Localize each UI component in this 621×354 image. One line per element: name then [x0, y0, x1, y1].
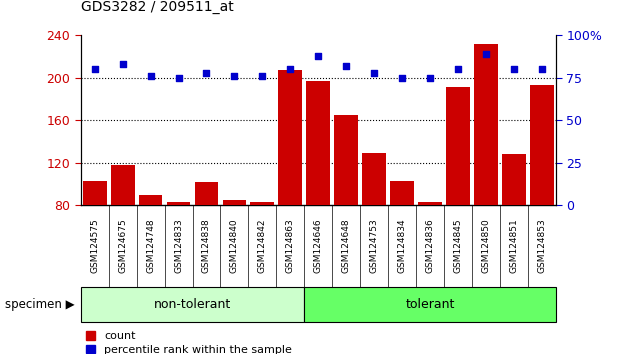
Text: GSM124853: GSM124853 — [537, 219, 546, 273]
Bar — [83, 181, 107, 290]
Point — [509, 67, 519, 72]
Text: GSM124834: GSM124834 — [397, 219, 407, 273]
Bar — [446, 87, 470, 290]
Bar — [250, 202, 274, 290]
Bar — [306, 81, 330, 290]
Bar — [111, 165, 135, 290]
Text: GSM124575: GSM124575 — [90, 219, 99, 273]
Text: GSM124838: GSM124838 — [202, 219, 211, 273]
Bar — [222, 200, 247, 290]
Point — [537, 67, 546, 72]
Bar — [334, 115, 358, 290]
Point — [145, 73, 155, 79]
Point — [230, 73, 240, 79]
Text: GSM124833: GSM124833 — [174, 219, 183, 273]
Text: GSM124648: GSM124648 — [342, 219, 351, 273]
Bar — [390, 181, 414, 290]
Bar — [362, 153, 386, 290]
Point — [342, 63, 351, 69]
Text: non-tolerant: non-tolerant — [154, 298, 231, 311]
Bar — [166, 202, 191, 290]
Bar — [502, 154, 526, 290]
Text: specimen ▶: specimen ▶ — [5, 298, 75, 311]
Bar — [418, 202, 442, 290]
Text: GSM124753: GSM124753 — [369, 219, 379, 273]
Text: GSM124675: GSM124675 — [118, 219, 127, 273]
Point — [425, 75, 435, 81]
Point — [285, 67, 296, 72]
Bar — [81, 287, 304, 322]
Point — [117, 62, 128, 67]
Legend: count, percentile rank within the sample: count, percentile rank within the sample — [86, 331, 292, 354]
Point — [481, 51, 491, 57]
Point — [257, 73, 267, 79]
Point — [369, 70, 379, 76]
Text: GSM124748: GSM124748 — [146, 219, 155, 273]
Bar — [304, 287, 556, 322]
Bar — [194, 182, 219, 290]
Text: GSM124845: GSM124845 — [453, 219, 463, 273]
Point — [313, 53, 323, 59]
Text: tolerant: tolerant — [406, 298, 455, 311]
Text: GSM124850: GSM124850 — [481, 219, 491, 273]
Bar — [530, 85, 554, 290]
Bar — [138, 195, 163, 290]
Point — [201, 70, 211, 76]
Point — [89, 67, 99, 72]
Bar — [278, 70, 302, 290]
Bar — [474, 44, 498, 290]
Text: GSM124840: GSM124840 — [230, 219, 239, 273]
Point — [173, 75, 184, 81]
Text: GSM124646: GSM124646 — [314, 219, 323, 273]
Text: GSM124842: GSM124842 — [258, 219, 267, 273]
Point — [397, 75, 407, 81]
Point — [453, 67, 463, 72]
Text: GSM124836: GSM124836 — [425, 219, 435, 273]
Text: GDS3282 / 209511_at: GDS3282 / 209511_at — [81, 0, 233, 14]
Text: GSM124851: GSM124851 — [509, 219, 519, 273]
Text: GSM124863: GSM124863 — [286, 219, 295, 273]
